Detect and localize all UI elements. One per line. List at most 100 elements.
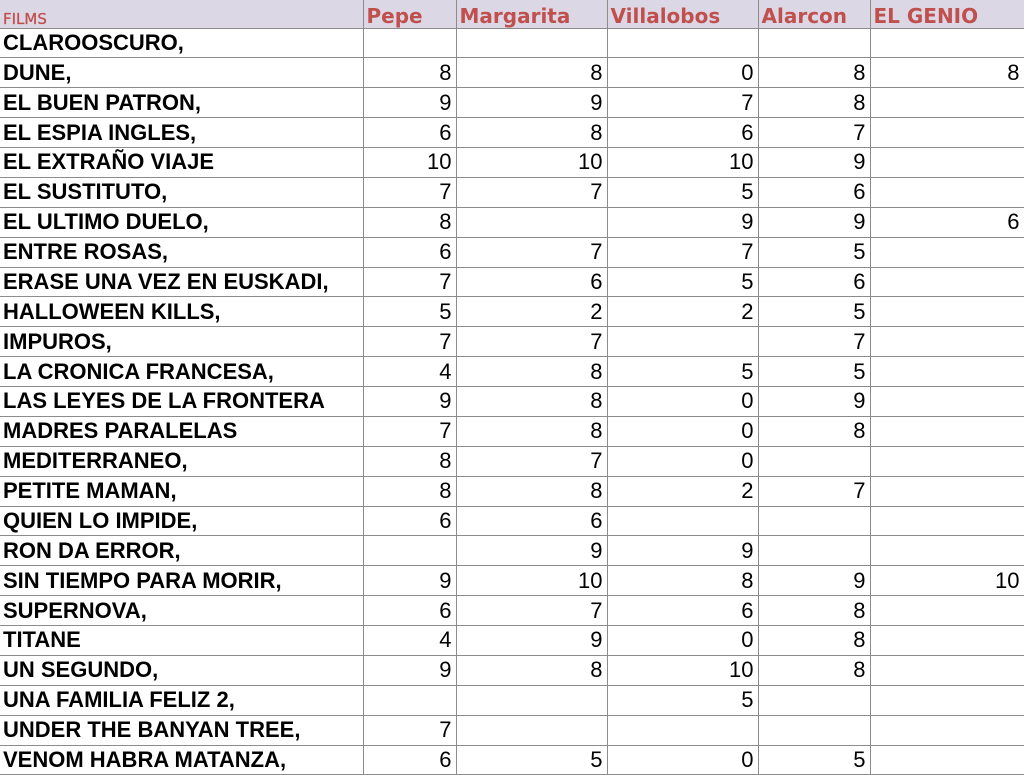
score-cell[interactable]: 0 bbox=[606, 445, 759, 477]
score-cell[interactable] bbox=[455, 714, 608, 746]
score-cell[interactable] bbox=[869, 27, 1024, 59]
film-title-cell[interactable]: QUIEN LO IMPIDE, bbox=[0, 505, 364, 537]
score-cell[interactable]: 10 bbox=[455, 565, 608, 597]
score-cell[interactable]: 9 bbox=[362, 654, 457, 686]
header-alarcon[interactable]: Alarcon bbox=[757, 0, 871, 29]
score-cell[interactable]: 9 bbox=[362, 386, 457, 417]
score-cell[interactable]: 7 bbox=[757, 475, 871, 507]
score-cell[interactable] bbox=[869, 445, 1024, 477]
score-cell[interactable] bbox=[869, 744, 1024, 775]
score-cell[interactable] bbox=[362, 535, 457, 567]
score-cell[interactable]: 8 bbox=[757, 415, 871, 447]
score-cell[interactable]: 6 bbox=[362, 505, 457, 537]
film-title-cell[interactable]: EL ESPIA INGLES, bbox=[0, 117, 364, 148]
score-cell[interactable]: 8 bbox=[757, 57, 871, 89]
score-cell[interactable]: 8 bbox=[362, 445, 457, 477]
score-cell[interactable]: 8 bbox=[869, 57, 1024, 89]
score-cell[interactable]: 8 bbox=[362, 475, 457, 507]
film-title-cell[interactable]: SUPERNOVA, bbox=[0, 595, 364, 626]
score-cell[interactable]: 6 bbox=[362, 744, 457, 775]
score-cell[interactable]: 5 bbox=[606, 356, 759, 387]
score-cell[interactable] bbox=[455, 684, 608, 716]
score-cell[interactable]: 9 bbox=[757, 565, 871, 597]
score-cell[interactable] bbox=[757, 445, 871, 477]
score-cell[interactable]: 7 bbox=[455, 326, 608, 358]
score-cell[interactable]: 8 bbox=[455, 117, 608, 148]
score-cell[interactable] bbox=[869, 625, 1024, 656]
score-cell[interactable]: 4 bbox=[362, 625, 457, 656]
score-cell[interactable]: 7 bbox=[606, 87, 759, 119]
score-cell[interactable]: 8 bbox=[757, 654, 871, 686]
film-title-cell[interactable]: UNDER THE BANYAN TREE, bbox=[0, 714, 364, 746]
film-title-cell[interactable]: TITANE bbox=[0, 625, 364, 656]
score-cell[interactable]: 6 bbox=[455, 266, 608, 298]
score-cell[interactable]: 10 bbox=[362, 147, 457, 178]
score-cell[interactable] bbox=[362, 684, 457, 716]
score-cell[interactable]: 10 bbox=[606, 654, 759, 686]
score-cell[interactable]: 6 bbox=[362, 595, 457, 626]
score-cell[interactable]: 6 bbox=[757, 266, 871, 298]
header-films[interactable]: FILMS bbox=[0, 0, 364, 29]
film-title-cell[interactable]: PETITE MAMAN, bbox=[0, 475, 364, 507]
film-title-cell[interactable]: EL SUSTITUTO, bbox=[0, 176, 364, 208]
score-cell[interactable]: 2 bbox=[606, 475, 759, 507]
score-cell[interactable]: 7 bbox=[362, 714, 457, 746]
score-cell[interactable]: 7 bbox=[362, 266, 457, 298]
score-cell[interactable]: 8 bbox=[757, 87, 871, 119]
score-cell[interactable]: 8 bbox=[455, 654, 608, 686]
score-cell[interactable] bbox=[869, 654, 1024, 686]
score-cell[interactable]: 9 bbox=[362, 87, 457, 119]
film-title-cell[interactable]: HALLOWEEN KILLS, bbox=[0, 296, 364, 328]
score-cell[interactable]: 9 bbox=[606, 535, 759, 567]
score-cell[interactable]: 5 bbox=[757, 356, 871, 387]
score-cell[interactable] bbox=[757, 27, 871, 59]
score-cell[interactable] bbox=[757, 505, 871, 537]
score-cell[interactable]: 8 bbox=[757, 625, 871, 656]
score-cell[interactable]: 10 bbox=[606, 147, 759, 178]
score-cell[interactable] bbox=[757, 535, 871, 567]
score-cell[interactable]: 8 bbox=[757, 595, 871, 626]
film-title-cell[interactable]: ERASE UNA VEZ EN EUSKADI, bbox=[0, 266, 364, 298]
score-cell[interactable]: 0 bbox=[606, 744, 759, 775]
score-cell[interactable] bbox=[757, 714, 871, 746]
score-cell[interactable]: 9 bbox=[606, 206, 759, 238]
score-cell[interactable] bbox=[606, 326, 759, 358]
score-cell[interactable] bbox=[869, 266, 1024, 298]
film-title-cell[interactable]: CLAROOSCURO, bbox=[0, 27, 364, 59]
score-cell[interactable] bbox=[869, 147, 1024, 178]
score-cell[interactable]: 2 bbox=[455, 296, 608, 328]
film-title-cell[interactable]: LAS LEYES DE LA FRONTERA bbox=[0, 386, 364, 417]
score-cell[interactable]: 6 bbox=[362, 236, 457, 268]
score-cell[interactable]: 5 bbox=[757, 296, 871, 328]
score-cell[interactable] bbox=[869, 595, 1024, 626]
score-cell[interactable]: 6 bbox=[606, 595, 759, 626]
score-cell[interactable]: 0 bbox=[606, 386, 759, 417]
score-cell[interactable]: 6 bbox=[362, 117, 457, 148]
score-cell[interactable] bbox=[869, 535, 1024, 567]
score-cell[interactable]: 9 bbox=[757, 206, 871, 238]
score-cell[interactable]: 6 bbox=[757, 176, 871, 208]
score-cell[interactable]: 8 bbox=[362, 57, 457, 89]
score-cell[interactable]: 7 bbox=[455, 595, 608, 626]
score-cell[interactable]: 5 bbox=[606, 266, 759, 298]
score-cell[interactable]: 7 bbox=[362, 326, 457, 358]
header-villalobos[interactable]: Villalobos bbox=[606, 0, 759, 29]
header-pepe[interactable]: Pepe bbox=[362, 0, 457, 29]
score-cell[interactable] bbox=[869, 684, 1024, 716]
score-cell[interactable]: 5 bbox=[606, 684, 759, 716]
film-title-cell[interactable]: VENOM HABRA MATANZA, bbox=[0, 744, 364, 775]
score-cell[interactable] bbox=[869, 475, 1024, 507]
score-cell[interactable] bbox=[869, 714, 1024, 746]
score-cell[interactable]: 6 bbox=[455, 505, 608, 537]
score-cell[interactable]: 0 bbox=[606, 625, 759, 656]
score-cell[interactable]: 8 bbox=[455, 386, 608, 417]
score-cell[interactable] bbox=[455, 27, 608, 59]
score-cell[interactable]: 4 bbox=[362, 356, 457, 387]
film-title-cell[interactable]: ENTRE ROSAS, bbox=[0, 236, 364, 268]
score-cell[interactable]: 0 bbox=[606, 57, 759, 89]
score-cell[interactable]: 5 bbox=[757, 236, 871, 268]
score-cell[interactable] bbox=[869, 296, 1024, 328]
score-cell[interactable]: 9 bbox=[455, 625, 608, 656]
score-cell[interactable] bbox=[869, 176, 1024, 208]
score-cell[interactable]: 9 bbox=[757, 386, 871, 417]
